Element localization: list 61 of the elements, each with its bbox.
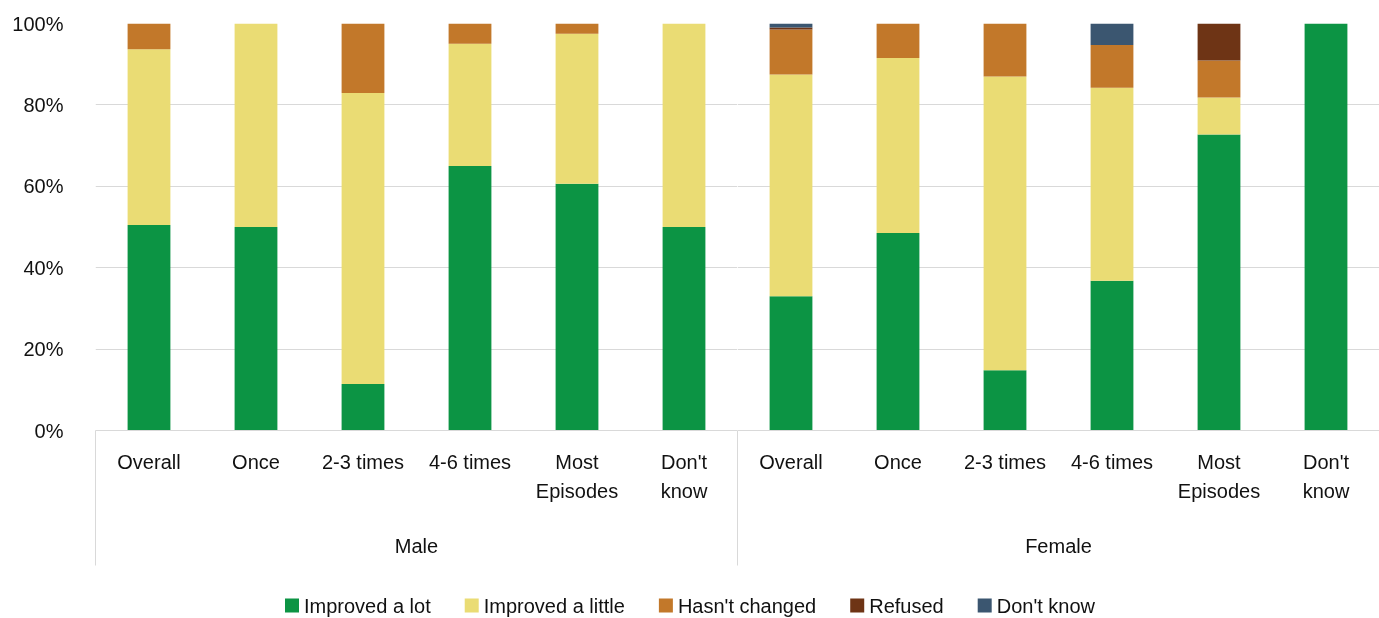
x-tick-label: Once (874, 450, 922, 473)
y-tick-label: 100% (12, 12, 64, 35)
bar (448, 23, 492, 44)
x-tick-label: Most Episodes (535, 450, 619, 503)
bar (876, 58, 920, 234)
y-tick-label: 60% (23, 175, 64, 198)
bar (127, 224, 171, 431)
bar (341, 384, 385, 431)
x-tick-label: Once (232, 450, 280, 473)
bar (983, 370, 1027, 431)
bar (127, 23, 171, 50)
bar (1304, 23, 1348, 431)
bar (234, 23, 278, 227)
legend-label: Refused (869, 594, 944, 617)
bar (769, 27, 813, 30)
bar (1090, 45, 1134, 88)
y-tick-label: 80% (23, 93, 64, 116)
bar (448, 165, 492, 431)
x-tick-label: 4-6 times (428, 450, 512, 473)
bar (662, 227, 706, 431)
bar (448, 43, 492, 166)
y-tick-label: 20% (23, 338, 64, 361)
bar (1197, 60, 1241, 98)
bar (1197, 97, 1241, 135)
bar (1090, 280, 1134, 431)
x-axis-title: Male (394, 535, 439, 558)
legend-label: Hasn't changed (677, 594, 817, 617)
bar (876, 23, 920, 59)
bar (662, 23, 706, 227)
x-tick-label: Overall (759, 450, 823, 473)
bar (769, 74, 813, 297)
legend-label: Improved a little (483, 594, 625, 617)
bar (341, 23, 385, 94)
x-tick-label: Overall (117, 450, 181, 473)
y-tick-label: 40% (23, 256, 64, 279)
x-axis-title: Female (1025, 535, 1092, 558)
x-tick-label: 2-3 times (963, 450, 1047, 473)
bar (1090, 23, 1134, 46)
x-tick-label: 4-6 times (1070, 450, 1154, 473)
x-tick-label: Don't know (1302, 450, 1350, 503)
bar (555, 183, 599, 431)
bar (876, 233, 920, 431)
legend-label: Don't know (996, 594, 1096, 617)
legend-label: Improved a lot (304, 594, 432, 617)
bar (234, 227, 278, 431)
bar (1197, 23, 1241, 61)
bar (555, 33, 599, 184)
bar (341, 93, 385, 385)
bar (983, 76, 1027, 371)
bar (1197, 134, 1241, 431)
x-tick-label: 2-3 times (321, 450, 405, 473)
bar (983, 23, 1027, 77)
bar (769, 296, 813, 431)
x-tick-label: Don't know (660, 450, 708, 503)
x-tick-label: Most Episodes (1177, 450, 1261, 503)
y-tick-label: 0% (34, 419, 64, 442)
bar (555, 23, 599, 34)
bar (769, 29, 813, 75)
bar (769, 23, 813, 28)
bar (1090, 87, 1134, 281)
bar (127, 49, 171, 225)
